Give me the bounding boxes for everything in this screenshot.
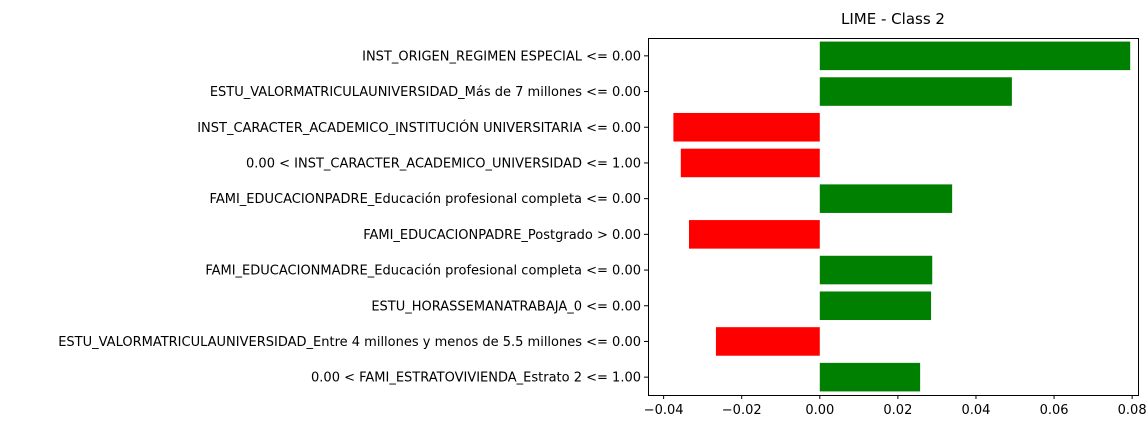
bar (688, 220, 820, 249)
y-tick-label: FAMI_EDUCACIONPADRE_Educación profesiona… (210, 192, 641, 207)
bar (673, 112, 820, 142)
bar (819, 41, 1131, 71)
bar (819, 255, 933, 285)
y-tick-label: 0.00 < FAMI_ESTRATOVIVIENDA_Estrato 2 <=… (311, 371, 641, 386)
x-tick-label: 0.08 (1118, 403, 1147, 418)
y-tick-labels: INST_ORIGEN_REGIMEN ESPECIAL <= 0.00 ESTU… (58, 49, 648, 386)
y-tick-label: ESTU_VALORMATRICULAUNIVERSIDAD_Más de 7 … (210, 85, 641, 100)
x-tick-label: 0.02 (883, 403, 912, 418)
bar (819, 184, 953, 213)
x-tick-label: −0.04 (644, 403, 684, 418)
bar (819, 362, 921, 392)
x-ticks: −0.04 −0.02 0.00 0.02 0.04 0.06 0.08 (644, 395, 1147, 418)
x-tick-label: 0.00 (805, 403, 834, 418)
x-tick-label: 0.04 (961, 403, 990, 418)
y-tick-label: 0.00 < INST_CARACTER_ACADEMICO_UNIVERSID… (246, 156, 641, 171)
y-tick-label: FAMI_EDUCACIONMADRE_Educación profesiona… (205, 264, 641, 279)
y-tick-label: FAMI_EDUCACIONPADRE_Postgrado > 0.00 (363, 228, 641, 243)
x-tick-label: 0.06 (1040, 403, 1069, 418)
bar (819, 291, 932, 321)
plot-frame (648, 38, 1139, 396)
bar (715, 327, 820, 356)
chart-title: LIME - Class 2 (841, 10, 945, 28)
bar (680, 148, 820, 178)
x-tick-label: −0.02 (722, 403, 762, 418)
y-tick-label: ESTU_VALORMATRICULAUNIVERSIDAD_Entre 4 m… (58, 335, 641, 350)
bar (819, 77, 1012, 106)
y-tick-label: INST_CARACTER_ACADEMICO_INSTITUCIÓN UNIV… (197, 120, 641, 136)
bars-group (673, 41, 1131, 392)
y-tick-label: INST_ORIGEN_REGIMEN ESPECIAL <= 0.00 (362, 49, 641, 64)
y-tick-label: ESTU_HORASSEMANATRABAJA_0 <= 0.00 (371, 299, 641, 314)
